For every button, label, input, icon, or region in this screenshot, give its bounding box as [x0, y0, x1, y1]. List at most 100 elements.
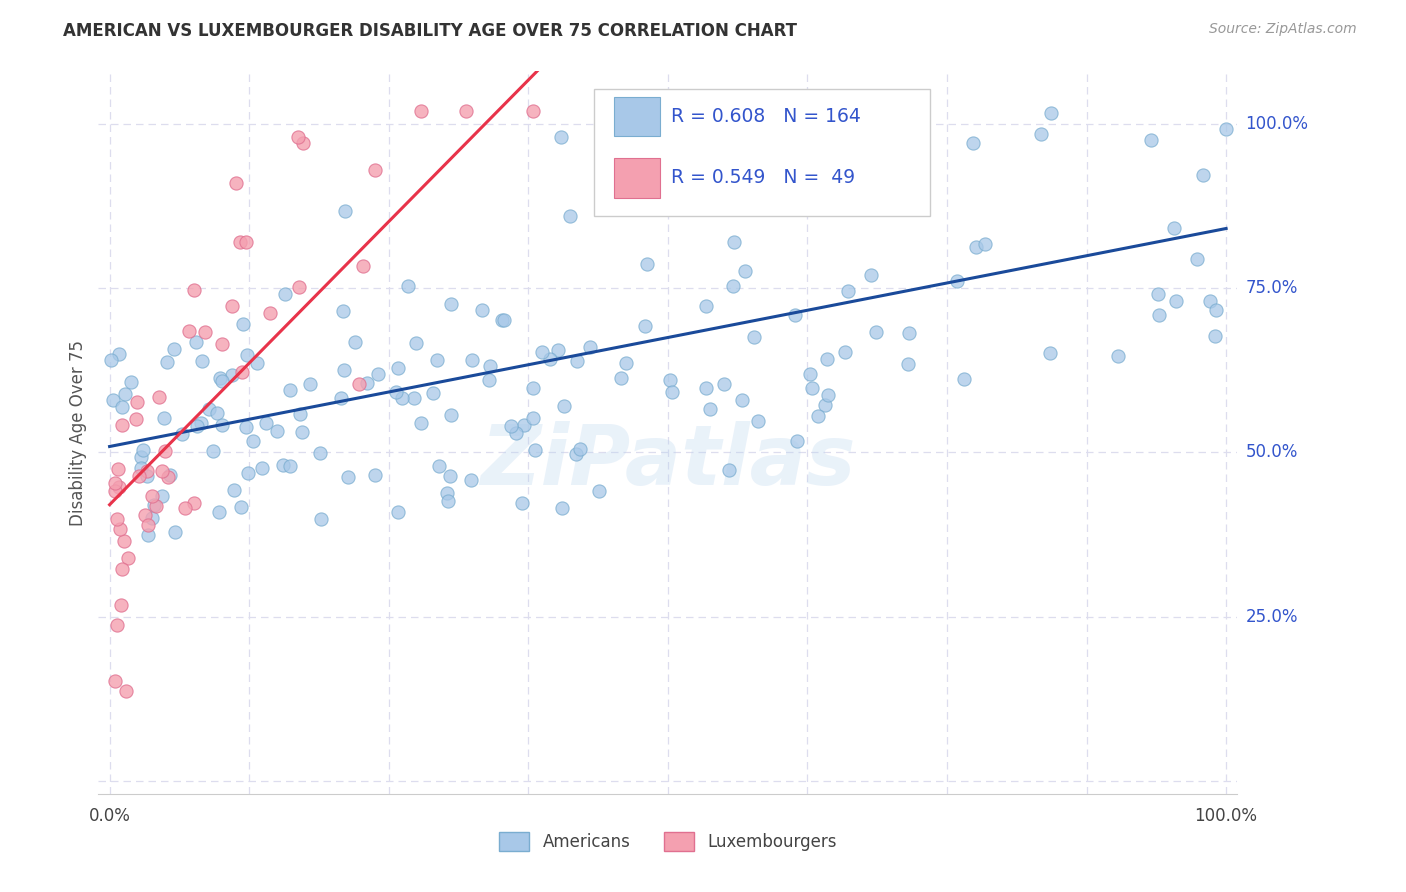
Point — [897, 357, 920, 371]
Point — [112, 534, 135, 549]
Point — [242, 434, 264, 449]
Point — [478, 373, 501, 387]
Point — [179, 324, 201, 338]
Point — [198, 401, 221, 416]
FancyBboxPatch shape — [593, 89, 929, 216]
Point — [156, 469, 179, 483]
Point — [120, 375, 142, 389]
Text: Source: ZipAtlas.com: Source: ZipAtlas.com — [1209, 22, 1357, 37]
Point — [636, 257, 658, 271]
Point — [799, 367, 821, 381]
Point — [111, 417, 134, 432]
Text: ZiPatlas: ZiPatlas — [479, 421, 856, 502]
Point — [731, 393, 754, 408]
Y-axis label: Disability Age Over 75: Disability Age Over 75 — [69, 340, 87, 525]
Point — [522, 411, 544, 425]
Point — [134, 508, 156, 522]
Point — [136, 469, 159, 483]
Point — [426, 353, 449, 368]
Point — [965, 240, 987, 254]
Point — [173, 500, 195, 515]
Text: 100.0%: 100.0% — [1246, 115, 1309, 133]
Point — [193, 325, 215, 339]
Point — [337, 469, 360, 483]
Point — [131, 460, 153, 475]
FancyBboxPatch shape — [614, 96, 659, 136]
Point — [609, 104, 631, 119]
Point — [610, 371, 633, 385]
Point — [364, 468, 387, 483]
Point — [108, 480, 131, 494]
Point — [429, 458, 451, 473]
Point — [129, 450, 152, 464]
Point — [454, 103, 477, 118]
Point — [633, 318, 655, 333]
Point — [828, 114, 851, 128]
Point — [569, 442, 592, 456]
Point — [478, 359, 501, 373]
Point — [159, 467, 181, 482]
Text: 75.0%: 75.0% — [1246, 279, 1298, 297]
FancyBboxPatch shape — [614, 158, 659, 198]
Point — [104, 484, 127, 499]
Point — [801, 381, 824, 395]
Point — [332, 362, 354, 376]
Point — [1149, 308, 1171, 322]
Point — [973, 237, 995, 252]
Point — [550, 130, 572, 145]
Point — [945, 274, 967, 288]
Point — [235, 419, 257, 434]
Point — [814, 398, 837, 412]
Point — [718, 183, 741, 197]
Point — [309, 446, 332, 460]
Text: R = 0.608   N = 164: R = 0.608 N = 164 — [671, 107, 860, 126]
Point — [104, 475, 127, 490]
Point — [259, 306, 281, 320]
Point — [274, 287, 297, 301]
Text: AMERICAN VS LUXEMBOURGER DISABILITY AGE OVER 75 CORRELATION CHART: AMERICAN VS LUXEMBOURGER DISABILITY AGE … — [63, 22, 797, 40]
Point — [155, 443, 177, 458]
Point — [136, 517, 159, 532]
Point — [135, 464, 157, 478]
Text: 50.0%: 50.0% — [1246, 443, 1298, 461]
Point — [105, 617, 128, 632]
Point — [547, 343, 569, 358]
Point — [695, 299, 717, 313]
Point — [136, 528, 159, 542]
Point — [614, 103, 637, 118]
Point — [349, 377, 371, 392]
Point — [405, 335, 427, 350]
Point — [439, 468, 461, 483]
Point — [148, 390, 170, 404]
Point — [1164, 293, 1187, 308]
Point — [125, 412, 148, 426]
Point — [108, 347, 131, 361]
Point — [436, 486, 458, 500]
Point — [734, 264, 756, 278]
Point — [208, 504, 231, 518]
Point — [817, 388, 839, 402]
Point — [221, 368, 243, 383]
Point — [364, 162, 387, 177]
Point — [229, 500, 252, 514]
Point — [530, 345, 553, 359]
Point — [538, 352, 561, 367]
Point — [225, 176, 247, 190]
Point — [288, 407, 311, 421]
Point — [717, 462, 740, 476]
Point — [254, 416, 277, 430]
Point — [209, 371, 232, 385]
Point — [1185, 252, 1208, 266]
Point — [231, 365, 253, 379]
Point — [156, 355, 179, 369]
Point — [619, 108, 641, 122]
Point — [815, 351, 838, 366]
Point — [560, 209, 582, 223]
Point — [512, 417, 534, 432]
Point — [125, 395, 148, 409]
Point — [205, 406, 228, 420]
Point — [335, 203, 357, 218]
Point — [898, 326, 921, 340]
Point — [409, 103, 432, 118]
Point — [186, 418, 208, 433]
